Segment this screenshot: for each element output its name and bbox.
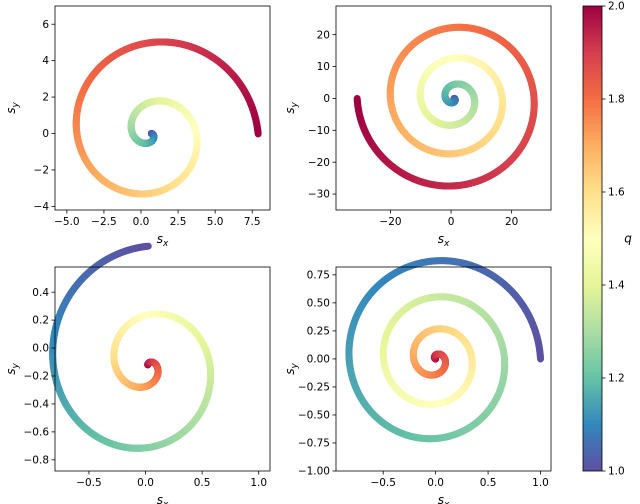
x-tick-label: 1.0 xyxy=(532,477,549,489)
axes-frame xyxy=(54,266,271,472)
y-tick-label: −1.00 xyxy=(298,466,330,478)
x-tick-label: 1.0 xyxy=(250,477,267,489)
colorbar-label: q xyxy=(624,232,632,246)
y-tick-label: −30 xyxy=(308,189,330,201)
y-tick-label: 4 xyxy=(42,55,49,67)
y-tick-label: −0.25 xyxy=(298,382,330,394)
x-tick-label: 2.5 xyxy=(170,216,187,228)
spiral-curve xyxy=(72,38,262,198)
panel-top-right: −20 0 20 −30 −20 −10 0 10 20 sx sy xyxy=(283,5,552,249)
y-axis-label: sy xyxy=(4,102,21,114)
y-tick-label: 6 xyxy=(42,19,49,31)
y-tick-label: 0.4 xyxy=(32,287,49,299)
axes-frame xyxy=(54,5,271,211)
y-tick-label: −0.2 xyxy=(24,371,50,383)
y-tick-label: 0.0 xyxy=(32,343,49,355)
x-tick-label: 0.5 xyxy=(194,477,211,489)
y-tick-label: −2 xyxy=(34,165,49,177)
x-axis-label: sx xyxy=(157,493,169,504)
y-tick-label: −0.4 xyxy=(24,399,50,411)
y-tick-label: 0 xyxy=(323,93,330,105)
x-tick-label: 0.0 xyxy=(427,477,444,489)
x-tick-label: 20 xyxy=(505,216,518,228)
x-tick-label: 5.0 xyxy=(207,216,224,228)
y-tick-label: 0.2 xyxy=(32,315,49,327)
x-tick-label: 0.0 xyxy=(137,477,154,489)
y-tick-label: −0.50 xyxy=(298,410,330,422)
colorbar-gradient xyxy=(582,5,603,472)
axes-frame xyxy=(335,5,552,211)
y-tick-label: 2 xyxy=(42,92,49,104)
colorbar-tick-label: 1.6 xyxy=(608,187,625,199)
y-tick-label: 0.00 xyxy=(307,354,330,366)
x-tick-label: −0.5 xyxy=(370,477,396,489)
y-axis-label: sy xyxy=(4,363,21,375)
x-axis-label: sx xyxy=(157,232,169,249)
y-tick-label: 0.75 xyxy=(307,269,330,281)
panel-bottom-left: −0.5 0.0 0.5 1.0 −0.8 −0.6 −0.4 −0.2 0.0 0.2 0.4 sx… xyxy=(4,242,271,504)
x-tick-label: 0.0 xyxy=(133,216,150,228)
y-axis-label: sy xyxy=(283,363,300,375)
colorbar-tick-label: 1.0 xyxy=(608,466,625,478)
axes-frame xyxy=(335,266,552,472)
y-tick-label: 20 xyxy=(317,29,330,41)
y-tick-label: −0.6 xyxy=(24,426,50,438)
panel-top-left: −5.0 −2.5 0.0 2.5 5.0 7.5 −4 −2 0 2 4 6 sx sy xyxy=(4,5,271,249)
colorbar: 1.0 1.2 1.4 1.6 1.8 2.0 q xyxy=(582,1,632,478)
colorbar-tick-label: 1.4 xyxy=(608,280,625,292)
x-tick-label: 7.5 xyxy=(244,216,261,228)
x-axis-label: sx xyxy=(438,493,450,504)
x-tick-label: 0.5 xyxy=(480,477,497,489)
spiral-curve xyxy=(49,242,215,452)
x-tick-label: 0 xyxy=(448,216,455,228)
y-tick-label: −0.75 xyxy=(298,438,330,450)
y-axis-label: sy xyxy=(283,102,300,114)
y-tick-label: −10 xyxy=(308,125,330,137)
colorbar-tick-label: 2.0 xyxy=(608,1,625,13)
y-tick-label: 10 xyxy=(317,61,330,73)
y-tick-label: −20 xyxy=(308,157,330,169)
spiral-curve xyxy=(345,257,545,443)
x-tick-label: −20 xyxy=(379,216,401,228)
x-tick-label: −2.5 xyxy=(91,216,117,228)
colorbar-tick-label: 1.2 xyxy=(608,373,625,385)
y-tick-label: 0.25 xyxy=(307,325,330,337)
x-tick-label: −0.5 xyxy=(76,477,102,489)
x-tick-label: −5.0 xyxy=(54,216,80,228)
y-tick-label: −0.8 xyxy=(24,454,50,466)
y-tick-label: 0 xyxy=(42,128,49,140)
x-axis-label: sx xyxy=(438,232,450,249)
colorbar-tick-label: 1.8 xyxy=(608,94,625,106)
y-tick-label: −4 xyxy=(34,201,50,213)
panel-bottom-right: −0.5 0.0 0.5 1.0 −1.00 −0.75 −0.50 −0.25 0.00 0.2… xyxy=(283,257,552,504)
y-tick-label: 0.50 xyxy=(307,297,330,309)
spiral-curve xyxy=(353,23,538,190)
